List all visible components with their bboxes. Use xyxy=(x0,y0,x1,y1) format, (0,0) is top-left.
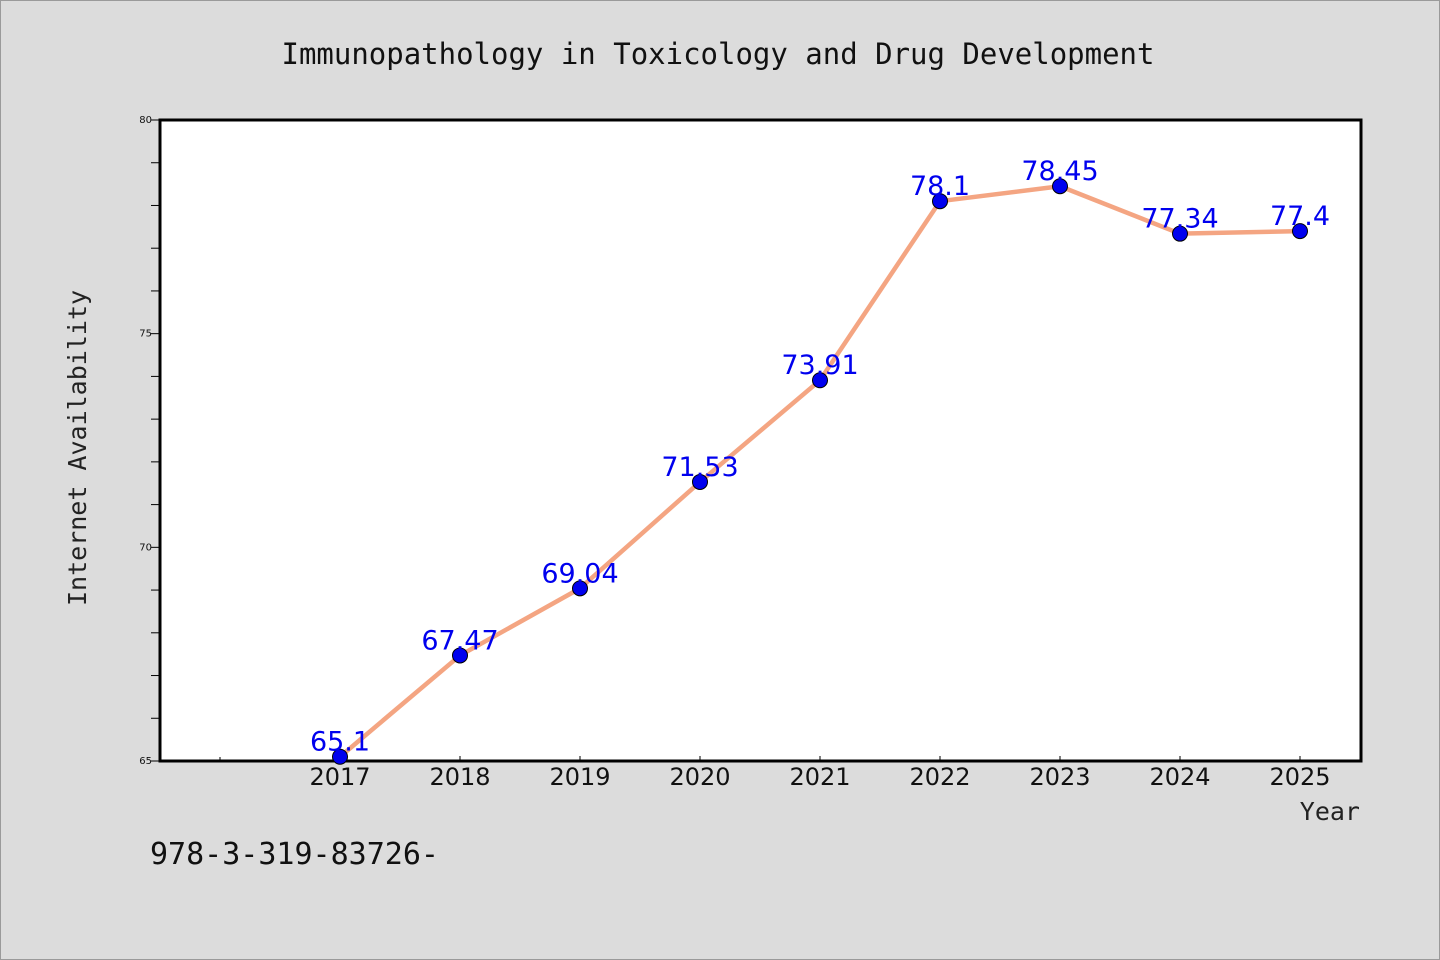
x-tick-label: 2019 xyxy=(549,763,610,791)
data-label: 67.47 xyxy=(421,625,498,656)
data-point xyxy=(572,580,588,597)
x-tick-label: 2022 xyxy=(909,763,970,791)
y-axis-ticks: 65 70 75 80 xyxy=(139,115,160,767)
data-label: 73.91 xyxy=(781,350,858,381)
data-point xyxy=(1172,225,1188,242)
y-tick-label: 80 xyxy=(139,115,152,126)
series-layer: 65.1 67.47 69.04 71.53 73.91 78.1 78.45 77.34 77… xyxy=(310,156,1330,765)
chart-title: Immunopathology in Toxicology and Drug D… xyxy=(282,37,1155,71)
x-tick-label: 2025 xyxy=(1269,763,1330,791)
data-point xyxy=(932,193,948,210)
data-label: 78.45 xyxy=(1021,156,1098,187)
x-tick-label: 2024 xyxy=(1149,763,1210,791)
y-tick-label: 65 xyxy=(139,756,152,767)
footer-code: 978-3-319-83726- xyxy=(150,837,439,872)
data-label: 78.1 xyxy=(910,171,970,202)
data-point xyxy=(332,748,348,765)
data-label: 77.34 xyxy=(1141,204,1218,235)
y-tick-label: 70 xyxy=(139,542,152,553)
x-axis-label: Year xyxy=(1300,797,1360,826)
data-label: 65.1 xyxy=(310,727,370,758)
data-point xyxy=(1052,178,1068,195)
data-label: 71.53 xyxy=(661,452,738,483)
x-tick-label: 2017 xyxy=(309,763,370,791)
y-tick-label: 75 xyxy=(139,329,152,340)
x-tick-label: 2018 xyxy=(429,763,490,791)
data-point xyxy=(692,473,708,490)
data-label: 77.4 xyxy=(1270,201,1330,232)
y-axis-label: Internet Availability xyxy=(63,290,92,606)
x-tick-label: 2023 xyxy=(1029,763,1090,791)
data-point xyxy=(452,647,468,664)
x-tick-label: 2020 xyxy=(669,763,730,791)
data-point xyxy=(1292,223,1308,240)
x-axis-ticks: 2017 2018 2019 2020 2021 2022 2023 2024 2025 xyxy=(219,756,1331,791)
data-point xyxy=(812,372,828,389)
data-label: 69.04 xyxy=(541,558,618,589)
x-tick-label: 2021 xyxy=(789,763,850,791)
